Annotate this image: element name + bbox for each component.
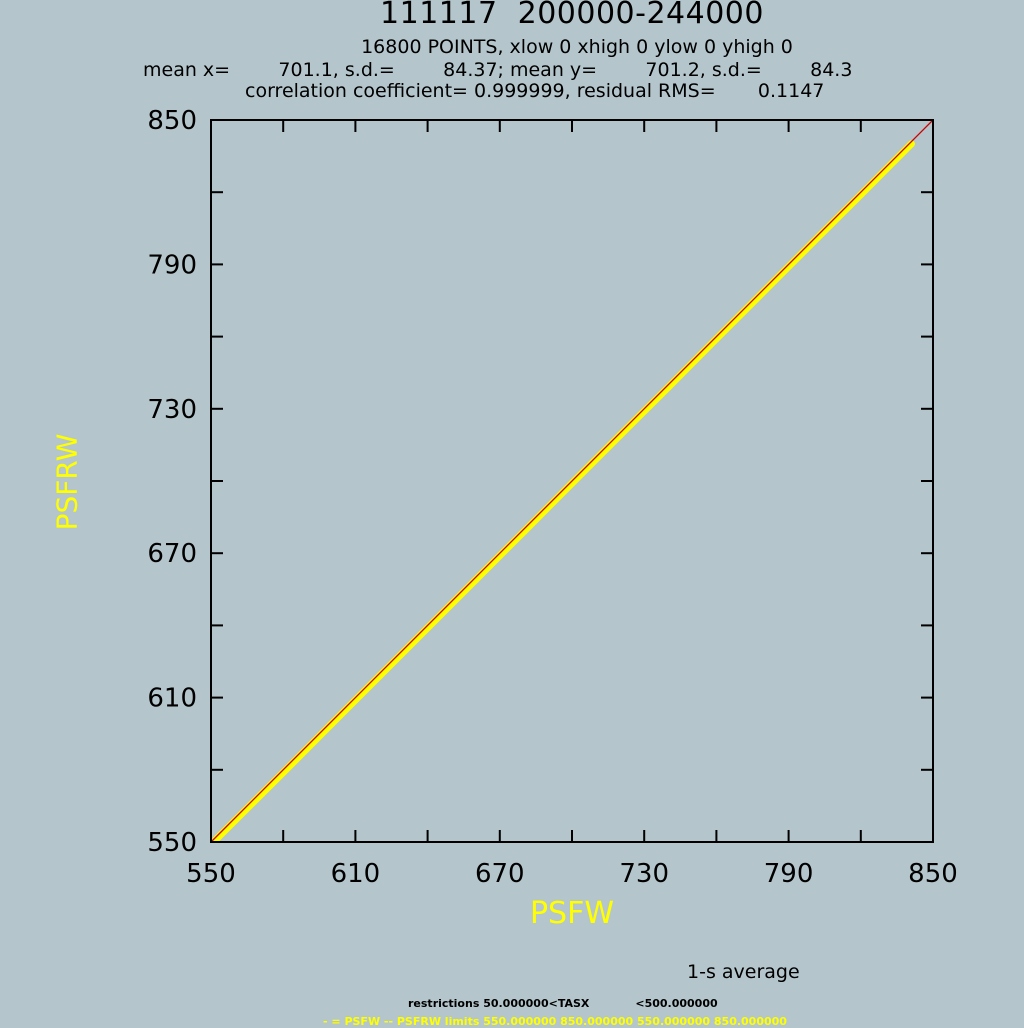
points-summary: 16800 POINTS, xlow 0 xhigh 0 ylow 0 yhig… — [361, 36, 793, 58]
correlation-stats: correlation coefficient= 0.999999, resid… — [245, 80, 825, 102]
y-tick-label: 670 — [147, 539, 197, 569]
x-tick-label: 790 — [764, 859, 814, 889]
x-tick-label: 670 — [475, 859, 525, 889]
mean-sd-stats: mean x= 701.1, s.d.= 84.37; mean y= 701.… — [143, 59, 853, 81]
data-series-band — [212, 140, 915, 844]
data-point — [664, 383, 672, 391]
data-point — [424, 624, 432, 632]
x-tick-label: 730 — [619, 859, 669, 889]
data-point — [472, 576, 480, 584]
x-tick-label: 550 — [186, 859, 236, 889]
average-note: 1-s average — [687, 961, 800, 983]
reference-line-layer — [210, 119, 934, 843]
y-tick-label: 610 — [147, 684, 197, 714]
reference-line — [210, 119, 934, 843]
tick-labels: 550 610 670 730 790 850 550 610 670 730 790 850 — [147, 106, 957, 889]
chart-title: 111117 200000-244000 — [380, 0, 764, 31]
y-tick-label: 550 — [147, 828, 197, 858]
data-point — [857, 191, 865, 199]
x-axis-label: PSFW — [529, 896, 615, 931]
legend-note: - = PSFW -- PSFRW limits 550.000000 850.… — [323, 1015, 787, 1028]
plot-frame — [210, 119, 934, 843]
y-tick-label: 790 — [147, 250, 197, 280]
data-point — [616, 431, 624, 439]
data-points — [212, 140, 915, 844]
data-point — [712, 335, 720, 343]
data-point — [327, 720, 335, 728]
y-tick-label: 850 — [147, 106, 197, 136]
data-point — [568, 479, 576, 487]
x-tick-label: 850 — [908, 859, 958, 889]
data-point — [375, 672, 383, 680]
data-point — [520, 528, 528, 536]
y-axis-label: PSFRW — [50, 433, 84, 531]
data-point — [761, 287, 769, 295]
data-point — [809, 239, 817, 247]
data-point — [907, 140, 915, 148]
x-tick-label: 610 — [331, 859, 381, 889]
data-point — [231, 816, 239, 824]
restrictions-note: restrictions 50.000000<TASX <500.000000 — [408, 997, 718, 1010]
y-tick-label: 730 — [147, 395, 197, 425]
